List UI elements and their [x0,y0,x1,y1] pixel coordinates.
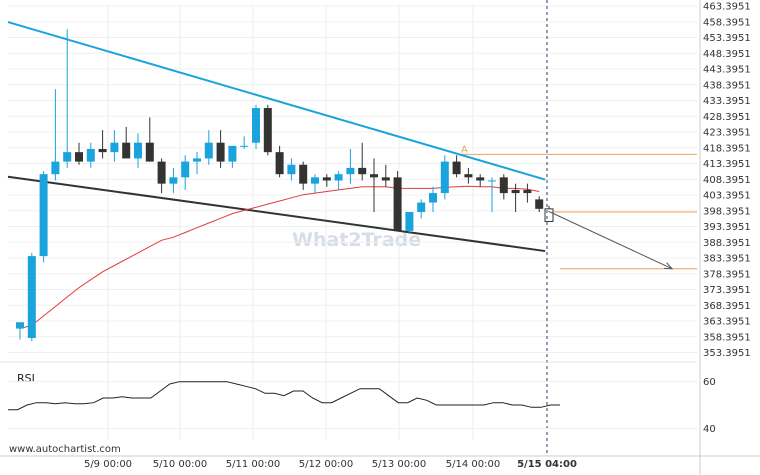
y-tick-label: 428.3951 [703,112,751,123]
y-tick-label: 433.3951 [703,96,751,107]
pending-candle [544,208,554,222]
x-tick-label: 5/10 00:00 [153,459,207,470]
candle-up [488,180,496,182]
x-tick-label: 5/9 00:00 [84,459,132,470]
x-tick-label: 5/11 00:00 [226,459,280,470]
rsi-tick-label: 40 [703,424,716,435]
y-tick-label: 453.3951 [703,33,751,44]
y-tick-label: 368.3951 [703,301,751,312]
candle-up [346,167,355,175]
candle-down [263,108,272,153]
rsi-label: RSI [17,372,35,385]
level-label: A [461,144,468,155]
candle-up [39,174,48,257]
candle-up [27,256,36,338]
x-axis: 5/9 00:00 5/10 00:00 5/11 00:00 5/12 00:00 5… [0,455,760,470]
y-tick-label: 358.3951 [703,332,751,343]
candle-down [535,199,544,209]
x-tick-label-current: 5/15 04:00 [517,459,577,470]
candle-down [157,161,166,184]
candle-up [240,145,249,147]
candle-down [393,177,402,231]
candle-down [299,164,308,184]
candle-down [322,177,331,181]
y-tick-label: 438.3951 [703,80,751,91]
source-label[interactable]: www.autochartist.com [9,444,121,455]
candle-up [311,177,319,184]
candle-up [51,161,60,175]
rsi-tick-label: 60 [703,377,716,388]
candle-up [134,142,142,159]
resistance-trendline [7,21,546,181]
candle-up [440,161,449,194]
candle-up [86,148,95,162]
support-trendline [7,175,546,253]
candle-up [193,158,201,162]
candle-up [16,322,24,329]
y-tick-label: 463.3951 [703,2,751,13]
candle-down [511,189,520,194]
candle-up [63,152,72,162]
y-tick-label: 353.3951 [703,348,751,359]
candle-up [181,161,190,178]
y-tick-label: 373.3951 [703,285,751,296]
candle-up [228,145,237,162]
candle-down [358,167,367,175]
candle-down [370,174,378,178]
y-tick-label: 363.3951 [703,317,751,328]
y-tick-label: 408.3951 [703,175,751,186]
candle-up [110,142,119,153]
candle-down [464,174,473,178]
watermark-text: What2Trade [292,229,421,251]
y-tick-label: 393.3951 [703,222,751,233]
candle-up [405,211,414,231]
candle-up [252,108,260,143]
forecast-arrow-line [548,210,673,270]
y-tick-label: 458.3951 [703,17,751,28]
candle-up [417,202,426,212]
candle-down [523,189,532,194]
y-tick-label: 448.3951 [703,49,751,60]
candle-down [452,161,461,175]
candle-down [145,142,154,162]
y-tick-label: 388.3951 [703,238,751,249]
candle-down [122,142,131,159]
candle-down [381,177,390,181]
y-tick-label: 413.3951 [703,159,751,170]
y-tick-label: 423.3951 [703,128,751,139]
candle-down [499,177,508,194]
candle-up [429,193,437,203]
y-tick-label: 383.3951 [703,254,751,265]
y-tick-label: 378.3951 [703,269,751,280]
candle-down [98,148,107,153]
y-tick-label: 403.3951 [703,191,751,202]
candle-up [204,142,213,159]
y-tick-label: 443.3951 [703,65,751,76]
x-tick-label: 5/12 00:00 [299,459,353,470]
candle-down [75,152,83,162]
candle-up [334,174,343,181]
watermark: What2Trade [292,229,421,251]
price-panel: A [7,0,697,456]
y-tick-label: 418.3951 [703,143,751,154]
candle-up [169,177,178,184]
candle-down [275,152,284,175]
candle-up [287,164,296,175]
x-tick-label: 5/13 00:00 [372,459,426,470]
x-tick-label: 5/14 00:00 [446,459,500,470]
moving-average-line [19,185,540,329]
y-tick-label: 398.3951 [703,206,751,217]
rsi-panel: RSI 60 40 [0,361,716,435]
rsi-line [8,381,560,411]
y-axis: 463.3951 458.3951 453.3951 448.3951 443.3951… [699,0,751,475]
candle-down [216,142,225,162]
forecast-arrow-head [663,262,674,270]
candle-down [476,177,485,181]
